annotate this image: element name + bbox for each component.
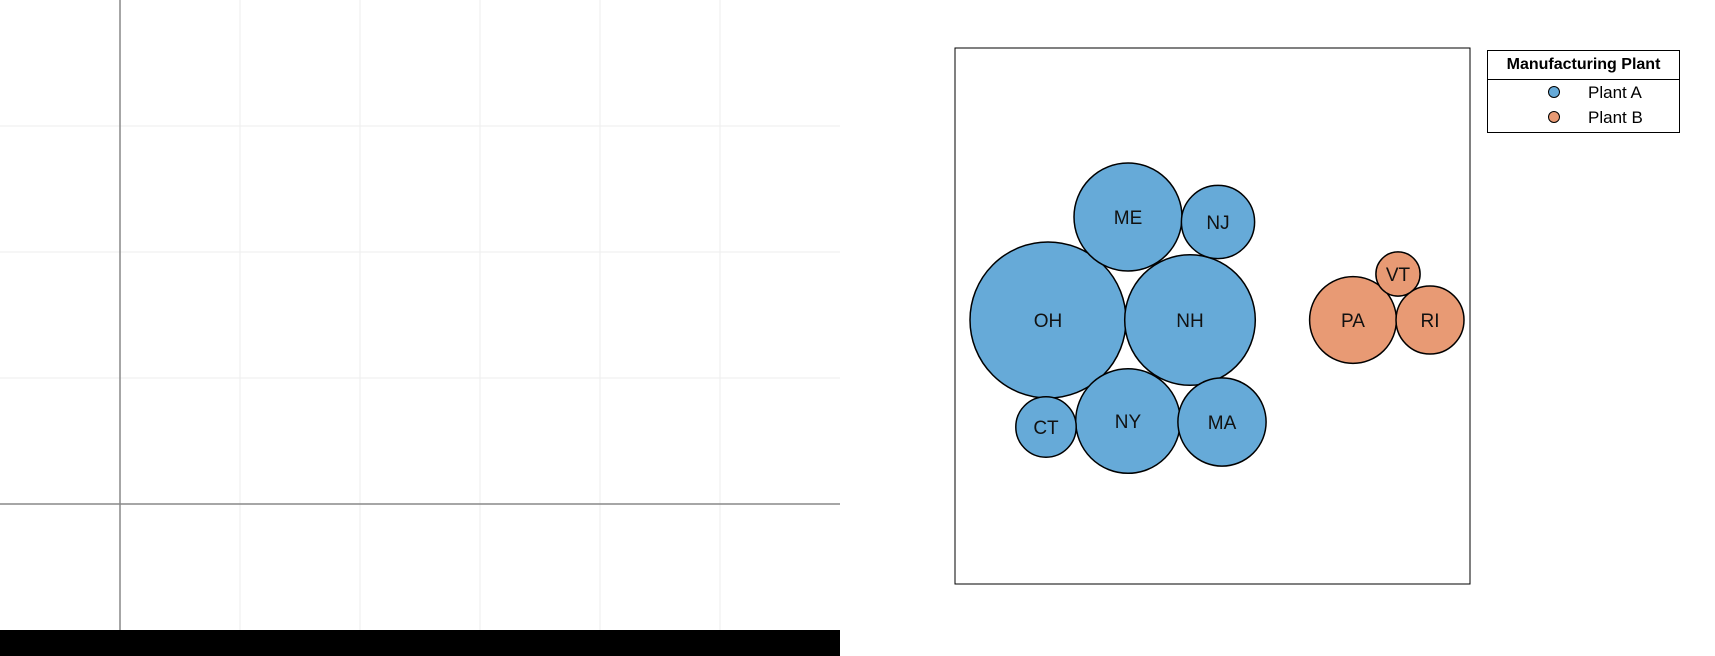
legend: Manufacturing Plant Plant A Plant B [1487, 50, 1680, 133]
legend-label-plant-b: Plant B [1588, 108, 1643, 127]
empty-axes-svg [0, 0, 840, 656]
bubble-label-nj: NJ [1206, 213, 1229, 234]
legend-entry-plant-b: Plant B [1488, 105, 1679, 130]
legend-swatch-plant-b [1548, 111, 1560, 123]
bubble-label-ri: RI [1421, 311, 1440, 332]
bubble-label-me: ME [1114, 208, 1143, 229]
bubble-label-oh: OH [1034, 311, 1063, 332]
bubble-label-ct: CT [1033, 418, 1059, 439]
bubble-vt [1375, 251, 1421, 297]
horizontal-gridlines [0, 125, 840, 379]
legend-title: Manufacturing Plant [1488, 51, 1679, 80]
bubble-ri [1395, 285, 1465, 355]
bubble-label-ny: NY [1115, 412, 1142, 433]
bubble-label-vt: VT [1386, 265, 1411, 286]
empty-axes-panel [0, 0, 840, 656]
vertical-gridlines [239, 0, 721, 630]
bubble-nj [1180, 184, 1256, 260]
bubble-ct [1015, 396, 1077, 458]
bubble-nh [1123, 253, 1257, 387]
legend-swatch-plant-a [1548, 86, 1560, 98]
legend-entry-plant-a: Plant A [1488, 80, 1679, 105]
bubble-ma [1177, 377, 1267, 467]
bubble-label-ma: MA [1208, 413, 1237, 434]
bubbles-group: OH NH ME NY MA NJ CT PA RI VT [969, 162, 1465, 475]
bottom-bar [0, 630, 840, 656]
bubble-label-nh: NH [1176, 311, 1203, 332]
legend-label-plant-a: Plant A [1588, 83, 1642, 102]
bubble-label-pa: PA [1341, 311, 1365, 332]
